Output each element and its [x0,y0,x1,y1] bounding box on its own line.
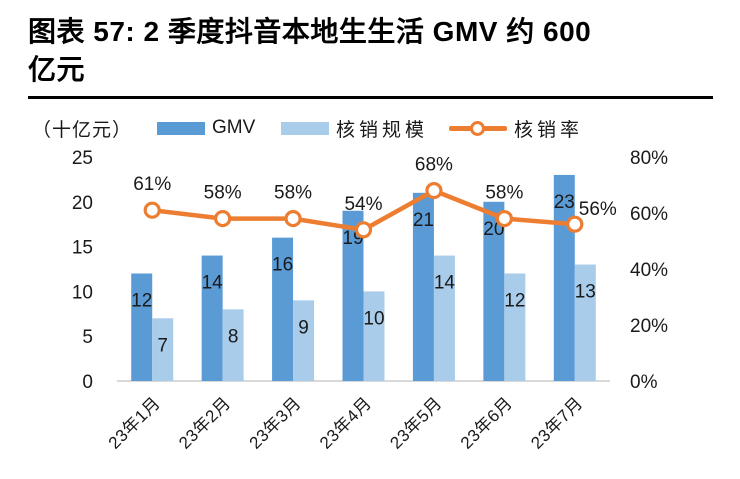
left-axis-tick-label: 25 [72,148,93,169]
hexiao-rate-label: 68% [415,155,453,176]
hexiao-scale-bar [574,264,596,381]
gmv-bar [201,255,223,381]
hexiao-rate-label: 56% [579,199,617,220]
hexiao-rate-label: 58% [485,183,523,204]
left-axis-tick-label: 20 [72,193,93,214]
hexiao-rate-marker [143,201,161,219]
hexiao-rate-marker [354,221,373,239]
hexiao-scale-bar-value-label: 13 [575,282,596,303]
x-axis-category-label: 23年6月 [457,393,516,452]
x-axis-category-label: 23年1月 [105,393,164,452]
right-axis-tick-label: 0% [630,372,658,393]
hexiao-scale-bar [363,291,385,381]
hexiao-scale-swatch-icon [281,121,329,135]
gmv-bar-value-label: 16 [272,255,293,276]
hexiao-scale-bar-value-label: 14 [434,273,456,294]
left-axis-tick-label: 5 [82,327,93,348]
left-axis-tick-label: 10 [72,282,93,303]
chart-title: 图表 57: 2 季度抖音本地生生活 GMV 约 600 亿元 [28,13,693,89]
hexiao-scale-bar-value-label: 8 [228,326,239,347]
hexiao-scale-bar [152,318,174,381]
hexiao-rate-marker [284,210,302,228]
hexiao-rate-marker [425,182,443,200]
x-axis-category-label: 23年3月 [246,393,305,452]
legend-label-gmv: GMV [212,117,256,138]
hexiao-rate-label: 54% [344,194,382,215]
gmv-bar [412,192,434,381]
x-axis-category-label: 23年2月 [175,393,234,452]
hexiao-rate-marker [566,215,584,233]
gmv-bar [272,237,294,381]
hexiao-scale-bar [433,255,455,381]
left-axis-unit-label: （十亿元） [32,120,133,141]
gmv-bar-value-label: 12 [131,290,152,311]
left-axis-tick-label: 0 [82,372,93,393]
right-axis-tick-label: 80% [630,148,668,169]
legend-label-hexiao-rate: 核销率 [514,119,584,141]
hexiao-rate-label: 61% [133,174,171,195]
left-axis-tick-label: 15 [72,238,93,259]
legend-item-gmv: GMV [157,112,255,144]
legend-label-hexiao-scale: 核销规模 [336,119,429,141]
x-axis-category-label: 23年5月 [386,393,445,452]
x-axis-category-label: 23年7月 [527,393,586,452]
hexiao-scale-bar-value-label: 10 [363,308,384,329]
hexiao-rate-label: 58% [274,183,312,204]
gmv-bar-value-label: 23 [554,192,575,213]
hexiao-rate-label: 58% [204,183,242,204]
gmv-bar [483,201,505,381]
title-underline [28,96,713,99]
gmv-bar-value-label: 21 [413,210,434,231]
hexiao-rate-marker [495,210,513,228]
hexiao-scale-bar-value-label: 7 [157,335,168,356]
hexiao-scale-bar [504,273,526,381]
right-axis-tick-label: 40% [630,260,668,281]
chart-title-line2: 亿元 [28,54,86,85]
rate-ring-icon [470,120,485,136]
chart-title-line1: 图表 57: 2 季度抖音本地生生活 GMV 约 600 [28,16,592,47]
legend-item-hexiao-scale: 核销规模 [281,112,428,144]
hexiao-scale-bar-value-label: 12 [504,290,525,311]
hexiao-scale-bar [293,300,315,381]
rate-line-marker-icon [449,120,507,136]
hexiao-scale-bar-value-label: 9 [298,317,309,338]
gmv-bar [342,210,364,381]
gmv-bar-value-label: 14 [202,273,224,294]
right-axis-tick-label: 60% [630,204,668,225]
hexiao-rate-marker [214,210,232,228]
hexiao-scale-bar [222,309,244,381]
gmv-bar [131,273,153,381]
gmv-swatch-icon [157,121,205,135]
x-axis-category-label: 23年4月 [316,393,375,452]
legend-item-hexiao-rate: 核销率 [449,112,583,144]
right-axis-tick-label: 20% [630,316,668,337]
